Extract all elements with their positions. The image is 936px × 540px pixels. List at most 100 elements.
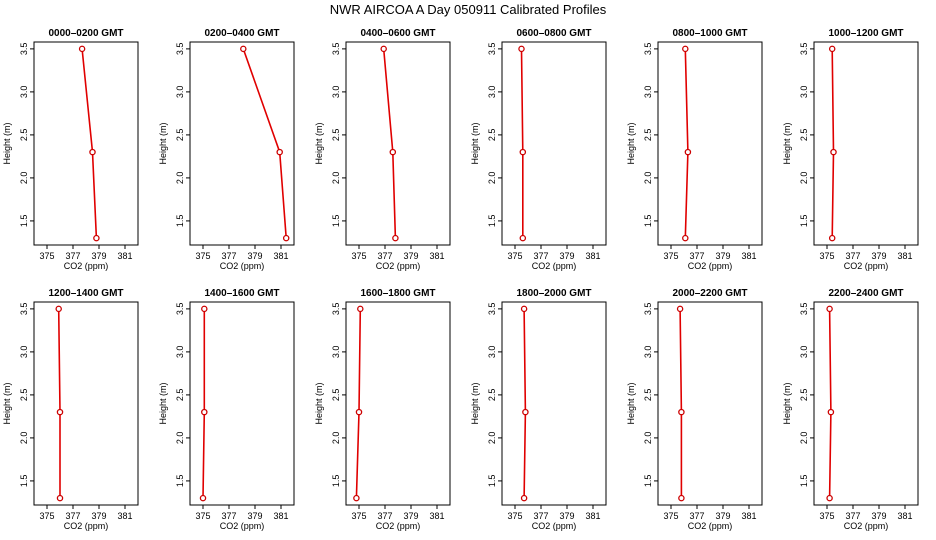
y-tick-label: 2.0 [487,172,497,185]
profile-line [242,48,287,239]
x-tick-label: 375 [39,511,54,521]
data-point [353,494,360,502]
panel-title: 2000–2200 GMT [672,288,747,299]
y-tick-label: 2.5 [487,129,497,142]
y-tick-label: 2.5 [19,389,29,402]
y-axis-label: Height (m) [2,382,12,424]
plot-frame [33,301,139,506]
x-tick-label: 375 [819,251,834,261]
y-tick-label: 2.0 [799,432,809,445]
data-point [678,408,685,416]
x-tick-label: 379 [247,511,262,521]
x-tick-label: 379 [559,251,574,261]
x-tick-label: 379 [715,251,730,261]
x-axis-label: CO2 (ppm) [844,261,889,271]
plot-frame [33,41,139,246]
data-point [93,234,100,242]
y-tick-label: 2.0 [799,172,809,185]
panel-title: 0000–0200 GMT [48,28,123,39]
y-tick-label: 2.0 [331,432,341,445]
y-tick-label: 3.5 [799,303,809,316]
x-tick-label: 381 [429,511,444,521]
plot-frame [189,301,295,506]
y-tick-label: 3.0 [799,346,809,359]
profile-line [57,308,61,499]
y-tick-label: 3.0 [643,86,653,99]
y-tick-label: 1.5 [487,215,497,228]
y-axis-label: Height (m) [158,122,168,164]
y-tick-label: 2.5 [487,389,497,402]
y-tick-label: 3.5 [175,43,185,56]
y-tick-label: 2.5 [175,129,185,142]
x-tick-label: 377 [377,251,392,261]
x-tick-label: 375 [195,251,210,261]
y-tick-label: 1.5 [331,215,341,228]
profile-line [523,308,527,499]
x-tick-label: 377 [221,511,236,521]
x-tick-label: 381 [585,511,600,521]
data-point [201,305,208,313]
profile-line [355,308,362,499]
y-tick-label: 3.5 [331,303,341,316]
y-tick-label: 2.5 [175,389,185,402]
data-point [355,408,363,416]
x-tick-label: 375 [507,251,522,261]
page-title: NWR AIRCOA A Day 050911 Calibrated Profi… [329,2,607,17]
x-tick-label: 381 [273,251,288,261]
y-tick-label: 2.0 [19,432,29,445]
x-tick-label: 379 [715,511,730,521]
panel-title: 1400–1600 GMT [204,288,279,299]
panel-title: 0600–0800 GMT [516,28,591,39]
data-point [56,494,64,502]
data-point [392,234,399,242]
x-tick-label: 377 [689,251,704,261]
plot-frame [813,41,919,246]
x-tick-label: 375 [351,251,366,261]
profile-line [520,48,524,239]
y-axis-label: Height (m) [782,122,792,164]
y-tick-label: 2.0 [175,432,185,445]
y-tick-label: 1.5 [643,215,653,228]
y-axis-label: Height (m) [314,122,324,164]
x-tick-label: 377 [533,511,548,521]
plot-frame [189,41,295,246]
y-tick-label: 3.0 [799,86,809,99]
data-point [78,45,86,53]
data-point [380,45,387,53]
x-tick-label: 375 [195,511,210,521]
x-axis-label: CO2 (ppm) [532,261,577,271]
data-point [682,45,689,53]
y-tick-label: 2.5 [19,129,29,142]
y-tick-label: 3.5 [331,43,341,56]
plot-frame [501,41,607,246]
data-point [240,45,247,53]
x-tick-label: 381 [741,251,756,261]
x-axis-label: CO2 (ppm) [532,521,577,531]
x-axis-label: CO2 (ppm) [688,521,733,531]
plot-frame [345,41,451,246]
y-axis-label: Height (m) [782,382,792,424]
profile-line [831,48,835,239]
data-point [826,494,833,502]
y-tick-label: 2.0 [643,432,653,445]
x-tick-label: 375 [663,251,678,261]
y-tick-label: 3.5 [643,43,653,56]
data-point [828,234,836,242]
y-tick-label: 2.0 [643,172,653,185]
x-tick-label: 381 [117,251,132,261]
y-tick-label: 3.0 [487,86,497,99]
x-tick-label: 377 [221,251,236,261]
y-tick-label: 3.0 [19,86,29,99]
plot-frame [501,301,607,506]
y-tick-label: 2.0 [175,172,185,185]
y-tick-label: 1.5 [643,475,653,488]
profile-line [81,48,98,239]
x-tick-label: 377 [845,251,860,261]
data-point [201,408,208,416]
x-tick-label: 377 [65,511,80,521]
data-point [522,408,529,416]
data-point [676,305,684,313]
y-tick-label: 3.5 [487,303,497,316]
data-point [389,148,397,156]
